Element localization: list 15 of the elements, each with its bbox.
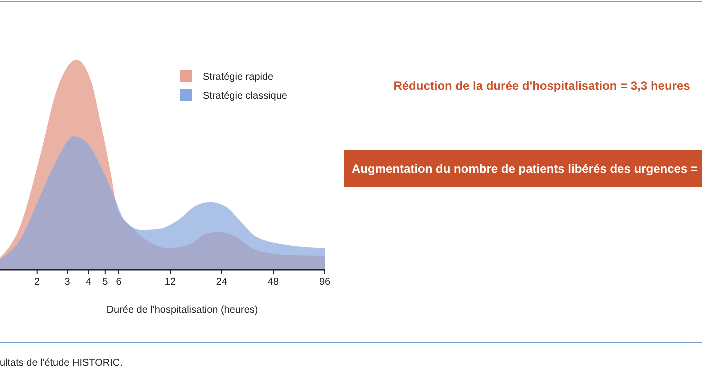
x-axis-title: Durée de l'hospitalisation (heures) <box>106 305 258 316</box>
x-tick-label: 4 <box>86 277 92 288</box>
text: Réduction de la durée d'hospitalisation = 3,3 heures <box>394 79 691 93</box>
x-tick-label: 96 <box>319 277 331 288</box>
text: Augmentation du nombre de patients libérés des urgences = <box>352 162 698 176</box>
x-tick-label: 2 <box>34 277 41 288</box>
x-tick-label: 12 <box>164 277 176 288</box>
x-tick-label: 6 <box>116 277 122 288</box>
text: ultats de l'étude HISTORIC. <box>0 358 123 369</box>
legend-label: Stratégie classique <box>203 91 288 102</box>
x-tick-label: 3 <box>64 277 71 288</box>
x-tick-label: 48 <box>268 277 280 288</box>
x-tick-label: 5 <box>102 277 109 288</box>
x-tick-label: 24 <box>216 277 228 288</box>
legend-label: Stratégie rapide <box>203 72 274 83</box>
